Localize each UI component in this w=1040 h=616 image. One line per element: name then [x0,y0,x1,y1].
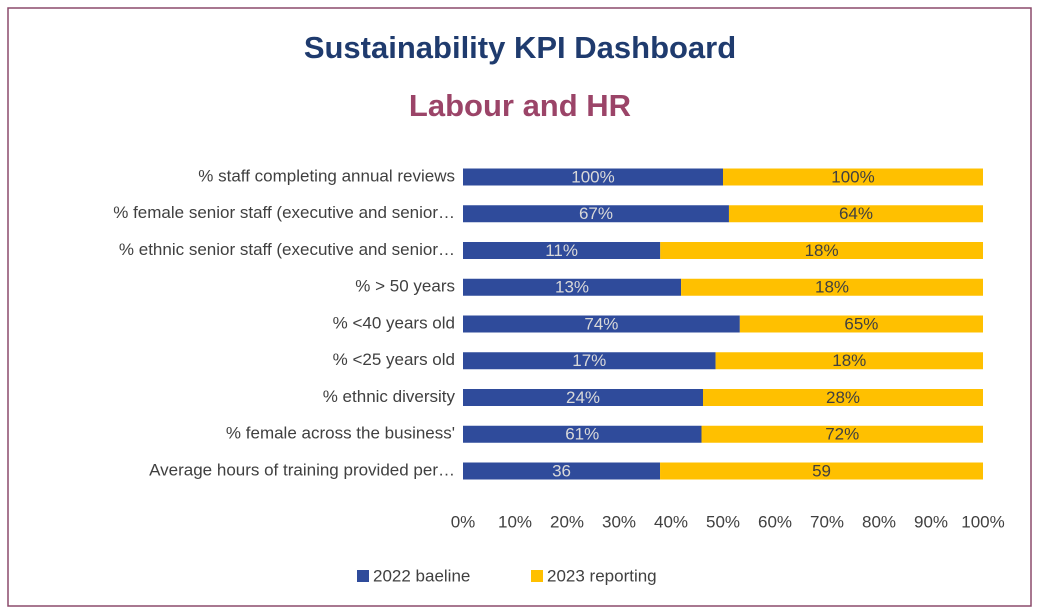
x-tick-label: 10% [498,512,532,531]
x-tick-label: 30% [602,512,636,531]
data-label: 36 [552,461,571,480]
bar-segment [463,425,702,443]
bar-segment [701,425,983,443]
x-tick-label: 80% [862,512,896,531]
category-label: Average hours of training provided per… [149,460,455,479]
chart-subtitle: Labour and HR [409,88,631,123]
category-label: % staff completing annual reviews [198,166,455,185]
legend-swatch [531,570,543,582]
bar-segment [660,242,983,259]
chart-frame [7,7,1032,607]
x-tick-label: 0% [451,512,476,531]
category-label: % ethnic diversity [323,387,456,406]
bar-segment [660,462,983,480]
bar-segment [463,389,703,406]
x-tick-label: 60% [758,512,792,531]
data-label: 59 [812,461,831,480]
data-label: 18% [832,351,866,370]
data-label: 18% [805,241,839,260]
x-tick-label: 70% [810,512,844,531]
data-label: 65% [844,314,878,333]
x-tick-label: 40% [654,512,688,531]
data-label: 100% [571,167,614,186]
bar-segment [463,278,682,296]
bar-segment [715,352,983,370]
category-label: % <25 years old [333,350,455,369]
x-tick-label: 20% [550,512,584,531]
bar-segment [463,242,661,259]
data-label: 18% [815,278,849,297]
data-label: 28% [826,388,860,407]
category-label: % ethnic senior staff (executive and sen… [119,240,455,259]
data-label: 64% [839,204,873,223]
bar-segment [463,168,723,186]
data-label: 11% [545,241,578,260]
category-label: % <40 years old [333,313,455,332]
x-tick-label: 50% [706,512,740,531]
legend-label: 2023 reporting [547,566,657,585]
data-label: 100% [831,167,874,186]
category-label: % > 50 years [355,277,455,296]
category-label: % female senior staff (executive and sen… [113,203,455,222]
data-label: 72% [825,425,859,444]
x-tick-label: 90% [914,512,948,531]
bar-segment [703,389,983,406]
bar-segment [463,462,661,480]
bar-segment [681,278,983,296]
data-label: 13% [555,278,589,297]
legend-swatch [357,570,369,582]
data-label: 17% [572,351,606,370]
bar-segment [463,352,716,370]
chart-title: Sustainability KPI Dashboard [304,30,736,65]
bar-segment [728,205,983,223]
category-label: % female across the business' [226,424,455,443]
legend-label: 2022 baeline [373,566,470,585]
data-label: 67% [579,204,613,223]
x-tick-label: 100% [961,512,1004,531]
bar-segment [739,315,983,333]
bar-segment [463,205,729,223]
bar-segment [463,315,740,333]
data-label: 74% [584,314,618,333]
bar-segment [723,168,983,186]
data-label: 24% [566,388,600,407]
data-label: 61% [565,425,599,444]
